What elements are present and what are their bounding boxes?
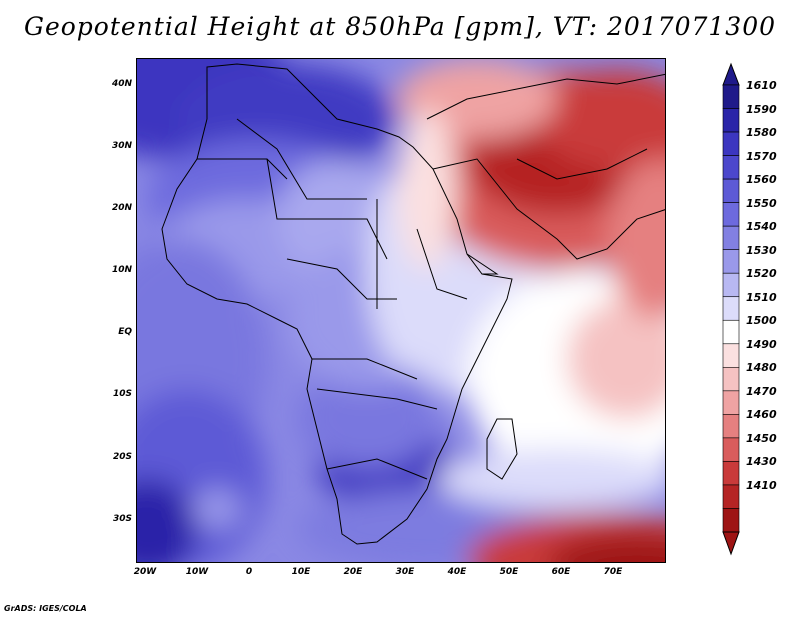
lon-label: 20E [343, 567, 363, 577]
colorbar-segment [722, 343, 740, 368]
colorbar-label: 1490 [746, 337, 777, 351]
lat-label: 20N [111, 203, 132, 213]
lat-label: 10S [112, 389, 132, 399]
colorbar-label: 1590 [746, 102, 777, 116]
colorbar-segment [722, 108, 740, 133]
lon-label: 30E [395, 567, 415, 577]
lon-label: 10W [185, 567, 209, 577]
colorbar-label: 1450 [746, 431, 777, 445]
colorbar-label: 1430 [746, 455, 777, 469]
colorbar-label: 1580 [746, 126, 777, 140]
colorbar-label: 1530 [746, 243, 777, 257]
colorbar-label: 1410 [746, 478, 777, 492]
colorbar-segment [722, 272, 740, 298]
lat-label: 10N [111, 265, 132, 275]
colorbar-label: 1480 [746, 361, 777, 375]
lon-label: 10E [291, 567, 311, 577]
colorbar-segment [722, 249, 740, 274]
colorbar-label: 1460 [746, 408, 777, 422]
colorbar-segment [722, 367, 740, 392]
lon-label: 0 [245, 567, 253, 577]
lat-label: 30N [111, 141, 132, 151]
colorbar-segment [722, 437, 740, 462]
colorbar-label: 1510 [746, 290, 777, 304]
colorbar-bar [722, 62, 740, 556]
lon-label: 40E [447, 567, 467, 577]
colorbar-label: 1560 [746, 173, 777, 187]
colorbar-label: 1610 [746, 79, 777, 92]
geopotential-height-field [137, 59, 665, 562]
credit-text: GrADS: IGES/COLA [4, 604, 87, 613]
lon-label: 60E [551, 567, 571, 577]
colorbar: 1610 1590 1580 1570 1560 1550 1540 1530 1520 1510… [722, 62, 800, 562]
colorbar-segment [722, 414, 740, 439]
colorbar-label: 1500 [746, 314, 777, 328]
coastlines [161, 63, 665, 545]
colorbar-label: 1520 [746, 267, 777, 281]
plot-title: Geopotential Height at 850hPa [gpm], VT:… [23, 12, 777, 41]
colorbar-bottom-arrow [722, 531, 740, 556]
colorbar-label: 1470 [746, 384, 777, 398]
colorbar-label: 1550 [746, 196, 777, 210]
lat-label: 20S [112, 452, 132, 462]
lat-label: 40N [111, 79, 132, 89]
colorbar-segment [722, 225, 740, 250]
lat-label: EQ [118, 327, 132, 337]
colorbar-top-arrow [722, 62, 740, 86]
colorbar-segment [722, 155, 740, 180]
colorbar-segment [722, 319, 740, 345]
lon-label: 20W [133, 567, 157, 577]
colorbar-segment [722, 508, 740, 533]
colorbar-label: 1570 [746, 149, 777, 163]
colorbar-segment [722, 131, 740, 156]
colorbar-segment [722, 296, 740, 321]
colorbar-segment [722, 484, 740, 509]
colorbar-segment [722, 202, 740, 227]
colorbar-segment [722, 178, 740, 203]
colorbar-segment [722, 84, 740, 109]
colorbar-segment [722, 390, 740, 415]
colorbar-segment [722, 461, 740, 486]
lon-label: 50E [499, 567, 519, 577]
lon-label: 70E [603, 567, 623, 577]
colorbar-label: 1540 [746, 220, 777, 234]
map-panel [136, 58, 666, 563]
lat-label: 30S [112, 514, 132, 524]
